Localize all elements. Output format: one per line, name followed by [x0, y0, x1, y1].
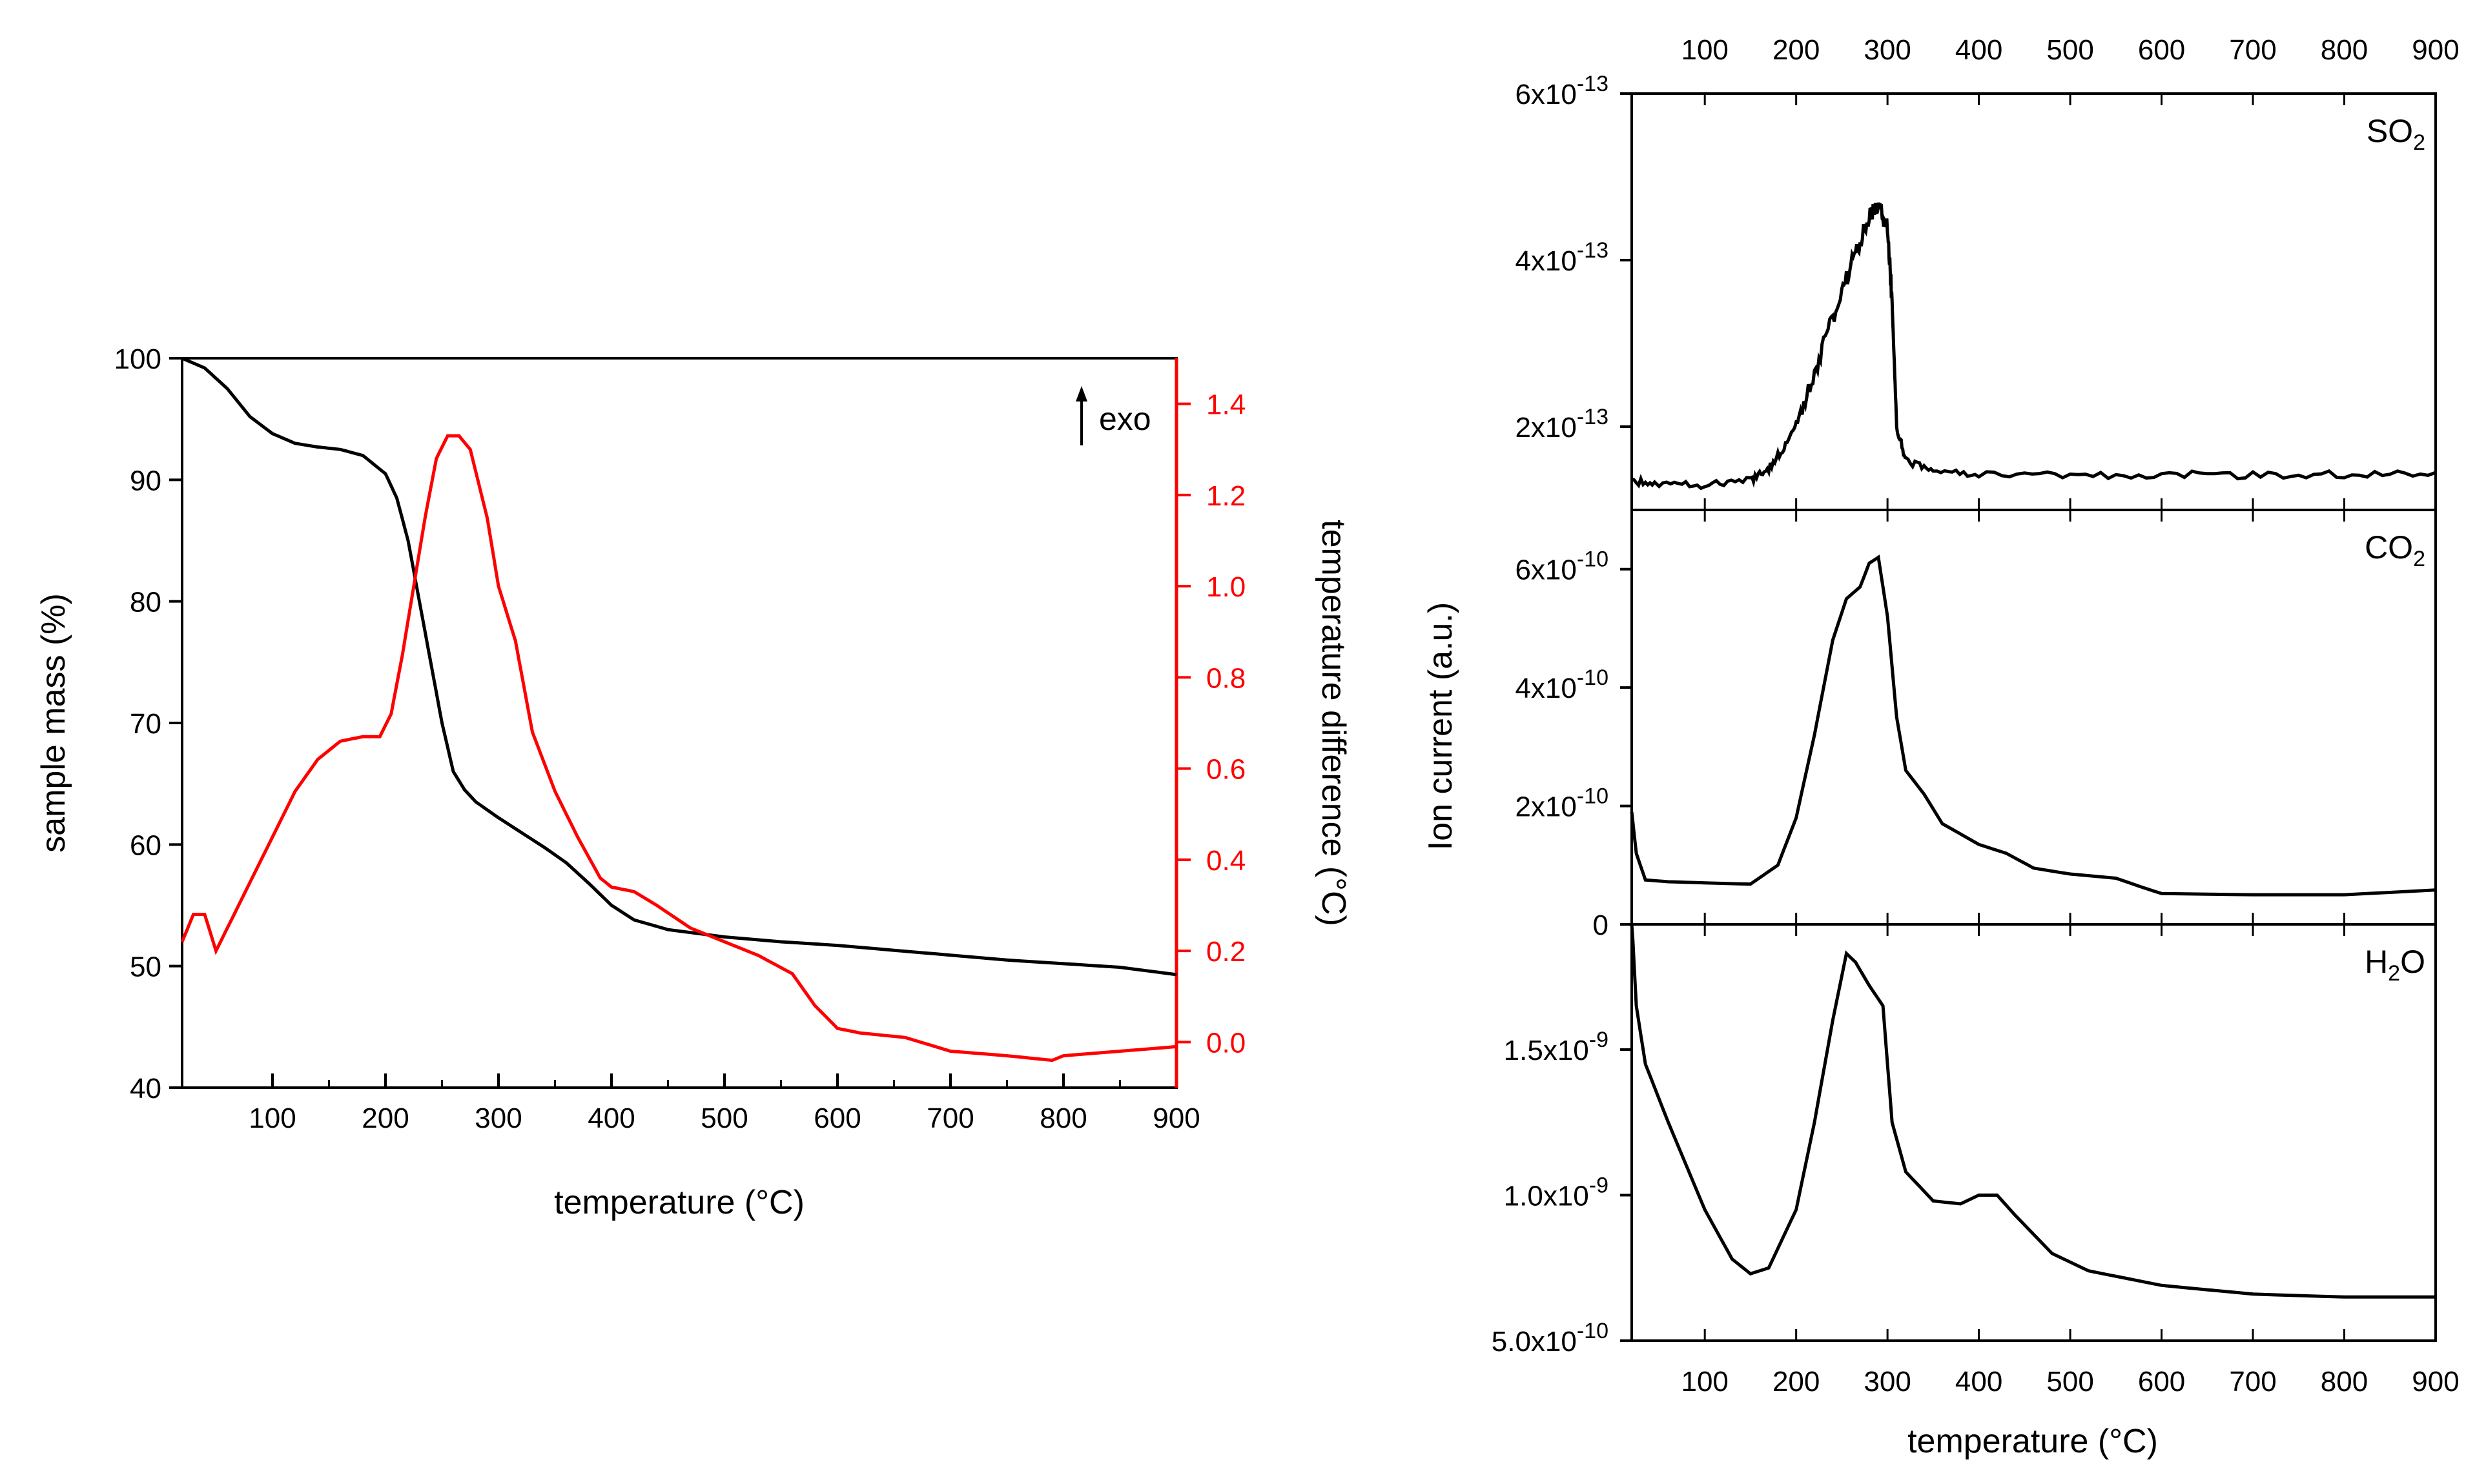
tg-dta-ticks: 100 200 300 400 500 600 700 800 900 40 50 60 70 80 90 1… — [114, 343, 1246, 1134]
ms-bottom-x-tick-label: 500 — [2046, 1366, 2093, 1398]
ms-top-x-tick-label: 400 — [1955, 34, 2002, 66]
dta-y-tick-label: 0.0 — [1206, 1027, 1246, 1059]
ms-chart: 100 200 300 400 500 600 700 800 900 100 200 300 400 5… — [1422, 34, 2460, 1460]
ms-top-x-tick-label: 600 — [2138, 34, 2185, 66]
ms-y-tick-label: 6x10-13 — [1515, 72, 1608, 110]
ms-panel-co: 0 2x10-10 4x10-10 6x10-10 CO2 — [1515, 509, 2437, 941]
mass-y-tick-label: 90 — [130, 465, 161, 496]
ms-panel-frame — [1630, 509, 2437, 926]
ms-panel-label: SO2 — [2367, 113, 2425, 155]
ms-panel-so: 2x10-13 4x10-13 6x10-13 SO2 — [1515, 72, 2437, 511]
ms-y-tick-label: 4x10-10 — [1515, 666, 1608, 704]
mass-y-tick-label: 70 — [130, 708, 161, 740]
ms-top-x-tick-label: 900 — [2412, 34, 2459, 66]
ms-panel-ho: 5.0x10-10 1.0x10-9 1.5x10-9 H2O — [1492, 923, 2437, 1357]
ms-top-x-tick-label: 500 — [2046, 34, 2093, 66]
ms-top-x-tick-label: 700 — [2229, 34, 2276, 66]
ms-top-x-tick-label: 300 — [1864, 34, 1911, 66]
mass-y-tick-label: 50 — [130, 951, 161, 983]
tg-x-tick-label: 500 — [701, 1103, 748, 1134]
dta-y-tick-label: 0.4 — [1206, 845, 1246, 877]
temperature-difference-line — [180, 434, 1177, 1062]
tg-x-tick-label: 800 — [1040, 1103, 1087, 1134]
ms-curve-co — [1630, 554, 2436, 897]
ms-curve-so — [1631, 202, 2436, 491]
ms-y-tick-label: 6x10-10 — [1515, 547, 1608, 586]
dta-y-tick-label: 1.2 — [1206, 480, 1246, 512]
ms-y-tick-label: 5.0x10-10 — [1492, 1319, 1608, 1357]
ms-top-x-tick-label: 100 — [1681, 34, 1728, 66]
tg-dta-plot-frame — [181, 357, 1178, 1089]
ms-bottom-x-tick-label: 900 — [2412, 1366, 2459, 1398]
tg-x-tick-label: 400 — [588, 1103, 635, 1134]
ms-panel-label: CO2 — [2365, 529, 2425, 571]
mass-y-tick-label: 80 — [130, 587, 161, 618]
ms-x-axis-title: temperature (°C) — [1907, 1423, 2158, 1460]
sample-mass-axis-title: sample mass (%) — [35, 593, 72, 853]
tg-x-tick-label: 700 — [927, 1103, 974, 1134]
ms-top-x-tick-label: 800 — [2321, 34, 2368, 66]
ms-panel-label: H2O — [2365, 944, 2425, 986]
dta-y-tick-label: 0.2 — [1206, 936, 1246, 968]
ms-panel-frame — [1630, 923, 2437, 1342]
ms-panels: 100 200 300 400 500 600 700 800 900 100 200 300 400 5… — [1492, 34, 2460, 1398]
ms-curve-ho — [1630, 924, 2436, 1299]
ms-y-tick-label: 1.5x10-9 — [1504, 1028, 1608, 1066]
tg-x-tick-label: 600 — [814, 1103, 861, 1134]
ms-y-tick-label: 4x10-13 — [1515, 238, 1608, 277]
sample-mass-line — [181, 356, 1177, 977]
ion-current-axis-title: Ion current (a.u.) — [1422, 602, 1459, 850]
ms-bottom-x-tick-label: 700 — [2229, 1366, 2276, 1398]
mass-y-tick-label: 100 — [114, 343, 161, 375]
tg-dta-x-axis-title: temperature (°C) — [554, 1184, 805, 1221]
mass-y-tick-label: 60 — [130, 829, 161, 861]
exo-label: exo — [1099, 401, 1151, 437]
ms-panel-frame — [1630, 92, 2437, 511]
dta-y-tick-label: 0.8 — [1206, 662, 1246, 694]
ms-top-x-tick-label: 200 — [1772, 34, 1820, 66]
ms-y-tick-label: 2x10-10 — [1515, 784, 1608, 823]
ms-bottom-x-tick-label: 300 — [1864, 1366, 1911, 1398]
up-arrow-icon — [1076, 386, 1087, 445]
dta-y-tick-label: 1.0 — [1206, 571, 1246, 603]
ms-bottom-x-tick-label: 400 — [1955, 1366, 2002, 1398]
tg-x-tick-label: 900 — [1153, 1103, 1200, 1134]
tg-x-tick-label: 300 — [475, 1103, 522, 1134]
ms-bottom-x-tick-label: 200 — [1772, 1366, 1820, 1398]
ms-y-tick-label: 1.0x10-9 — [1504, 1173, 1608, 1212]
dta-y-tick-label: 1.4 — [1206, 389, 1246, 421]
ms-bottom-x-tick-label: 600 — [2138, 1366, 2185, 1398]
tg-x-tick-label: 200 — [362, 1103, 409, 1134]
ms-y-tick-label: 0 — [1593, 910, 1608, 941]
ms-bottom-x-tick-label: 800 — [2321, 1366, 2368, 1398]
tg-x-tick-label: 100 — [249, 1103, 296, 1134]
dta-y-tick-label: 0.6 — [1206, 754, 1246, 786]
mass-y-tick-label: 40 — [130, 1073, 161, 1104]
temperature-difference-axis-title: temperature difference (°C) — [1315, 520, 1352, 926]
tg-dta-chart: 100 200 300 400 500 600 700 800 900 40 50 60 70 80 90 1… — [35, 343, 1352, 1221]
ms-bottom-x-tick-label: 100 — [1681, 1366, 1728, 1398]
ms-y-tick-label: 2x10-13 — [1515, 405, 1608, 443]
exo-annotation: exo — [1076, 386, 1151, 445]
